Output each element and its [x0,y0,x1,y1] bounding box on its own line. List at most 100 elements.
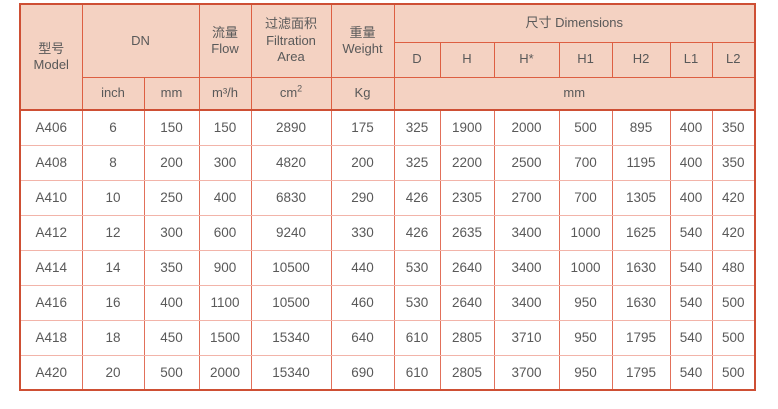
cell-flow: 600 [198,214,252,251]
cell-dn-mm: 400 [143,284,200,321]
cell-h-star: 2000 [493,109,560,146]
cell-h-star: 3400 [493,284,560,321]
header-flow: 流量 Flow [198,3,252,78]
cell-dn-mm: 450 [143,319,200,356]
cell-l2: 350 [711,144,756,181]
cell-d: 530 [393,249,441,286]
cell-dn-inch: 6 [81,109,145,146]
cell-h1: 700 [558,144,613,181]
cell-h-star: 3400 [493,214,560,251]
cell-weight: 460 [330,284,395,321]
cell-weight: 175 [330,109,395,146]
header-dim-l1: L1 [669,41,713,78]
cell-l1: 400 [669,179,713,216]
cell-l2: 500 [711,354,756,391]
cell-dn-mm: 250 [143,179,200,216]
header-dn: DN [81,3,200,78]
cell-l2: 420 [711,214,756,251]
header-row-2: D H H* H1 H2 L1 L2 [20,41,756,78]
cell-area: 10500 [250,284,332,321]
cell-flow: 900 [198,249,252,286]
cell-l2: 350 [711,109,756,146]
cell-model: A416 [19,284,83,321]
cell-model: A414 [19,249,83,286]
cell-l1: 400 [669,144,713,181]
cell-model: A420 [19,354,83,391]
cell-dn-inch: 8 [81,144,145,181]
cell-flow: 1100 [198,284,252,321]
cell-d: 530 [393,284,441,321]
cell-weight: 440 [330,249,395,286]
cell-weight: 200 [330,144,395,181]
cell-area: 4820 [250,144,332,181]
cell-dn-inch: 10 [81,179,145,216]
cell-l2: 500 [711,284,756,321]
header-dim-h: H [439,41,495,78]
cell-weight: 330 [330,214,395,251]
cell-h: 2305 [439,179,495,216]
header-model: 型号 Model [19,3,83,111]
header-dim-h2: H2 [611,41,671,78]
cell-h1: 950 [558,319,613,356]
header-unit-inch: inch [81,76,145,111]
cell-dn-inch: 16 [81,284,145,321]
cell-h2: 1630 [611,249,671,286]
cell-d: 325 [393,144,441,181]
header-unit-area: cm2 [250,76,332,111]
cell-dn-mm: 350 [143,249,200,286]
cell-area: 15340 [250,354,332,391]
cell-dn-inch: 18 [81,319,145,356]
cell-h1: 700 [558,179,613,216]
cell-h2: 1305 [611,179,671,216]
cell-model: A412 [19,214,83,251]
product-spec-table: 型号 Model DN 流量 Flow 过滤面积 Filtration Area… [19,3,756,391]
cell-h-star: 2700 [493,179,560,216]
cell-model: A408 [19,144,83,181]
cell-model: A406 [19,109,83,146]
unit-area-base: cm [279,85,298,101]
header-unit-dimensions: mm [393,76,756,111]
cell-flow: 1500 [198,319,252,356]
table-row-a410: A410 10 250 400 6830 290 426 2305 2700 7… [19,179,756,216]
cell-h1: 1000 [558,214,613,251]
table-row-a416: A416 16 400 1100 10500 460 530 2640 3400… [19,284,756,321]
cell-dn-mm: 150 [143,109,200,146]
cell-area: 9240 [250,214,332,251]
cell-model: A410 [19,179,83,216]
cell-dn-inch: 14 [81,249,145,286]
cell-h1: 950 [558,354,613,391]
header-weight: 重量 Weight [330,3,395,78]
header-unit-flow: m³/h [198,76,252,111]
header-dim-h1: H1 [558,41,613,78]
cell-h2: 1795 [611,319,671,356]
table-body: A406 6 150 150 2890 175 325 1900 2000 50… [19,109,756,391]
cell-h1: 950 [558,284,613,321]
cell-flow: 400 [198,179,252,216]
cell-weight: 690 [330,354,395,391]
cell-area: 2890 [250,109,332,146]
cell-l1: 540 [669,284,713,321]
header-unit-mm: mm [143,76,200,111]
page: 型号 Model DN 流量 Flow 过滤面积 Filtration Area… [19,3,756,391]
header-filtration-area: 过滤面积 Filtration Area [250,3,332,78]
header-dim-h-star: H* [493,41,560,78]
cell-l2: 420 [711,179,756,216]
cell-flow: 300 [198,144,252,181]
unit-area-superscript: 2 [297,83,303,94]
cell-h-star: 3400 [493,249,560,286]
table-row-a414: A414 14 350 900 10500 440 530 2640 3400 … [19,249,756,286]
cell-dn-mm: 300 [143,214,200,251]
cell-dn-inch: 20 [81,354,145,391]
table-row-a412: A412 12 300 600 9240 330 426 2635 3400 1… [19,214,756,251]
table-row-a406: A406 6 150 150 2890 175 325 1900 2000 50… [19,109,756,146]
cell-l2: 480 [711,249,756,286]
cell-d: 426 [393,214,441,251]
header-row-3: inch mm m³/h cm2 Kg mm [20,76,756,111]
table-row-a418: A418 18 450 1500 15340 640 610 2805 3710… [19,319,756,356]
cell-l1: 540 [669,249,713,286]
table-header: 型号 Model DN 流量 Flow 过滤面积 Filtration Area… [19,3,756,111]
cell-h2: 895 [611,109,671,146]
cell-h: 1900 [439,109,495,146]
cell-model: A418 [19,319,83,356]
cell-d: 610 [393,319,441,356]
